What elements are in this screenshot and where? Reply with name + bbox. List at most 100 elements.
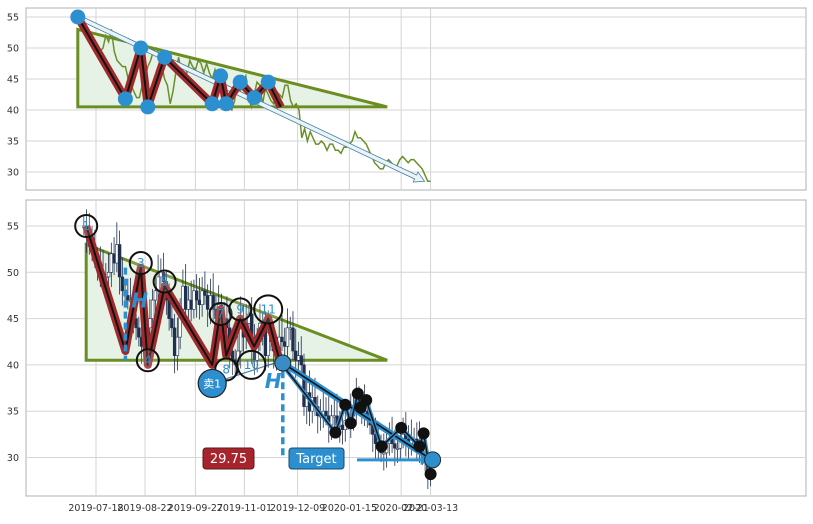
x-tick-label: 2019-09-27: [168, 503, 223, 514]
forecast-dot: [360, 394, 373, 407]
top-pivot-dot: [260, 74, 276, 90]
bottom-y-tick-label: 40: [7, 360, 19, 371]
candle-body: [161, 271, 166, 282]
bottom-y-tick-label: 35: [7, 407, 19, 418]
candle-body: [183, 285, 188, 310]
bottom-y-tick-label: 55: [7, 222, 19, 233]
pivot-label-text: 4: [144, 353, 152, 367]
candle-body: [192, 290, 196, 310]
top-y-tick-label: 35: [7, 137, 19, 148]
top-pivot-dot: [140, 99, 156, 115]
candle-body: [175, 336, 180, 356]
candle-body: [299, 355, 303, 366]
top-y-tick-label: 30: [7, 168, 19, 179]
height-label-left: H: [131, 288, 148, 312]
bottom-y-tick-label: 30: [7, 453, 19, 464]
candle-body: [203, 290, 207, 296]
top-y-tick-label: 50: [7, 44, 19, 55]
forecast-dot: [375, 440, 388, 453]
candle-body: [112, 253, 116, 264]
x-tick-label: 2020-02-21: [374, 503, 429, 514]
target-badge-text: Target: [295, 452, 336, 467]
candle-body: [194, 290, 199, 301]
candle-body: [170, 318, 174, 329]
x-tick-label: 2019-11-01: [217, 503, 272, 514]
candle-body: [172, 327, 177, 356]
candle-body: [211, 295, 215, 310]
top-pivot-dot: [232, 74, 248, 90]
pivot-label-text: 9: [236, 302, 244, 316]
candle-body: [134, 318, 138, 329]
top-pivot-dot: [246, 90, 262, 106]
top-y-tick-label: 40: [7, 106, 19, 117]
forecast-dot: [417, 427, 430, 440]
forecast-dot: [351, 387, 364, 400]
top-y-tick-label: 55: [7, 13, 19, 24]
candle-body: [126, 295, 130, 301]
candle-body: [117, 244, 122, 278]
pivot-label-text: 5: [161, 275, 169, 289]
candle-body: [181, 285, 185, 310]
bottom-zigzag-inner: [85, 225, 282, 366]
pivot-label-circle: [228, 297, 253, 322]
top-pivot-dot: [213, 68, 229, 84]
forecast-dot: [339, 398, 352, 411]
candle-body: [153, 290, 158, 301]
breakout-dot: [274, 354, 292, 372]
bottom-y-tick-label: 45: [7, 314, 19, 325]
candle-body: [109, 253, 114, 273]
candle-body: [296, 355, 301, 361]
pivot-label-circle: [128, 251, 153, 276]
top-y-tick-label: 45: [7, 75, 19, 86]
pivot-label-text: 8: [222, 363, 230, 377]
forecast-dot: [329, 426, 342, 439]
candle-body: [186, 299, 191, 310]
candle-body: [288, 327, 292, 330]
x-tick-label: 2020-01-15: [322, 503, 377, 514]
top-pivot-dot: [157, 49, 173, 65]
pivot-label-circle: [236, 349, 267, 380]
candle-body: [150, 299, 155, 319]
candle-body: [283, 341, 287, 347]
pivot-label-text: 3: [137, 256, 145, 270]
candle-body: [324, 410, 328, 417]
bottom-y-tick-label: 50: [7, 268, 19, 279]
target-end-dot: [424, 451, 442, 469]
candle-body: [382, 452, 386, 455]
forecast-dot: [344, 417, 357, 430]
pivot-label-text: 7: [217, 307, 225, 321]
candle-body: [393, 443, 397, 449]
forecast-dot: [424, 468, 437, 481]
candle-body: [137, 327, 141, 338]
sell-marker: [197, 368, 227, 399]
pivot-label-text: 1: [82, 219, 90, 233]
candle-body: [302, 364, 306, 407]
pivot-label-circle: [208, 301, 233, 326]
candle-body: [294, 350, 298, 361]
x-tick-label: 2019-12-09: [270, 503, 325, 514]
x-tick-label: 2020-03-13: [403, 503, 458, 514]
top-pivot-dot: [204, 96, 220, 112]
top-pivot-dot: [117, 91, 133, 107]
candle-body: [395, 447, 400, 450]
candle-body: [291, 327, 295, 352]
pivot-label-circle: [253, 294, 284, 325]
pivot-label-text: 10: [244, 358, 259, 372]
x-tick-label: 2019-08-22: [117, 503, 172, 514]
pivot-label-text: 11: [261, 302, 276, 316]
candle-body: [189, 299, 193, 310]
height-label-right: H: [265, 369, 282, 393]
top-pivot-dot: [133, 40, 149, 56]
forecast-dot: [413, 440, 426, 453]
candle-body: [120, 276, 125, 292]
candle-body: [280, 336, 284, 343]
target-badge: [288, 447, 345, 470]
candle-body: [106, 271, 111, 278]
candle-body: [285, 327, 290, 347]
pivot-label-circle: [135, 348, 160, 373]
sell-marker-label: 卖1: [203, 377, 221, 390]
target-value-text: 29.75: [210, 452, 247, 467]
top-pivot-dot: [218, 96, 234, 112]
